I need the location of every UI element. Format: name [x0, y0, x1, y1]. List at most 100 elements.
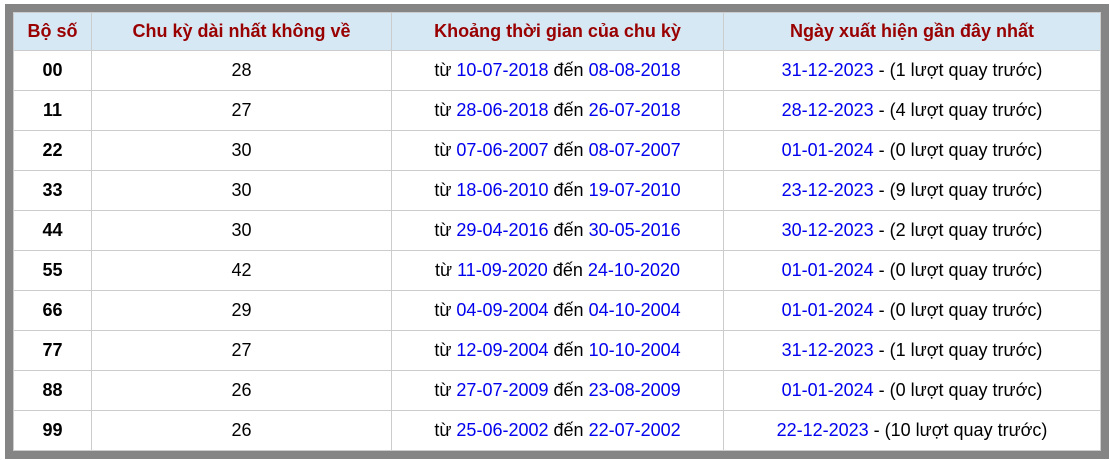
cycle-cell: 28	[91, 50, 392, 91]
pairs-cycle-table: Bộ số Chu kỳ dài nhất không về Khoảng th…	[13, 12, 1101, 451]
pair-value: 44	[42, 220, 63, 240]
to-date-link[interactable]: 10-10-2004	[588, 340, 681, 360]
to-label: đến	[552, 260, 583, 280]
pair-value: 22	[42, 140, 63, 160]
to-date-link[interactable]: 22-07-2002	[588, 420, 681, 440]
ago-text: - (9 lượt quay trước)	[878, 180, 1043, 200]
table-row: 55 42 từ 11-09-2020 đến 24-10-2020 01-01…	[13, 250, 1101, 291]
table-row: 44 30 từ 29-04-2016 đến 30-05-2016 30-12…	[13, 210, 1101, 251]
table-row: 33 30 từ 18-06-2010 đến 19-07-2010 23-12…	[13, 170, 1101, 211]
ago-text: - (1 lượt quay trước)	[878, 60, 1043, 80]
pair-cell: 00	[13, 50, 92, 91]
pair-cell: 66	[13, 290, 92, 331]
table-row: 22 30 từ 07-06-2007 đến 08-07-2007 01-01…	[13, 130, 1101, 171]
period-cell: từ 18-06-2010 đến 19-07-2010	[391, 170, 724, 211]
header-row: Bộ số Chu kỳ dài nhất không về Khoảng th…	[13, 12, 1101, 51]
cycle-value: 29	[231, 300, 252, 320]
last-seen-cell: 31-12-2023 - (1 lượt quay trước)	[723, 330, 1101, 371]
cycle-value: 27	[231, 100, 252, 120]
period-cell: từ 11-09-2020 đến 24-10-2020	[391, 250, 724, 291]
from-date-link[interactable]: 07-06-2007	[456, 140, 549, 160]
cycle-value: 30	[231, 220, 252, 240]
pair-cell: 22	[13, 130, 92, 171]
last-seen-date-link[interactable]: 01-01-2024	[781, 260, 874, 280]
from-date-link[interactable]: 25-06-2002	[456, 420, 549, 440]
last-seen-cell: 23-12-2023 - (9 lượt quay trước)	[723, 170, 1101, 211]
pair-value: 88	[42, 380, 63, 400]
from-label: từ	[434, 420, 452, 440]
to-date-link[interactable]: 08-07-2007	[588, 140, 681, 160]
table-frame: Bộ số Chu kỳ dài nhất không về Khoảng th…	[5, 4, 1109, 459]
pair-cell: 44	[13, 210, 92, 251]
ago-text: - (10 lượt quay trước)	[873, 420, 1048, 440]
cycle-value: 30	[231, 180, 252, 200]
to-label: đến	[553, 380, 584, 400]
cycle-cell: 27	[91, 90, 392, 131]
from-date-link[interactable]: 29-04-2016	[456, 220, 549, 240]
header-pair: Bộ số	[13, 12, 92, 51]
pair-value: 55	[42, 260, 63, 280]
to-date-link[interactable]: 08-08-2018	[588, 60, 681, 80]
from-label: từ	[434, 180, 452, 200]
cycle-cell: 30	[91, 210, 392, 251]
pair-cell: 55	[13, 250, 92, 291]
last-seen-cell: 30-12-2023 - (2 lượt quay trước)	[723, 210, 1101, 251]
to-date-link[interactable]: 23-08-2009	[588, 380, 681, 400]
cycle-cell: 30	[91, 170, 392, 211]
last-seen-date-link[interactable]: 30-12-2023	[781, 220, 874, 240]
table-row: 77 27 từ 12-09-2004 đến 10-10-2004 31-12…	[13, 330, 1101, 371]
period-cell: từ 10-07-2018 đến 08-08-2018	[391, 50, 724, 91]
from-date-link[interactable]: 11-09-2020	[457, 260, 548, 280]
last-seen-date-link[interactable]: 01-01-2024	[781, 140, 874, 160]
last-seen-date-link[interactable]: 22-12-2023	[776, 420, 869, 440]
from-label: từ	[434, 100, 452, 120]
table-row: 66 29 từ 04-09-2004 đến 04-10-2004 01-01…	[13, 290, 1101, 331]
from-label: từ	[434, 220, 452, 240]
to-label: đến	[553, 220, 584, 240]
last-seen-date-link[interactable]: 31-12-2023	[781, 340, 874, 360]
from-label: từ	[434, 60, 452, 80]
cycle-cell: 26	[91, 370, 392, 411]
to-date-link[interactable]: 24-10-2020	[587, 260, 680, 280]
to-label: đến	[553, 140, 584, 160]
from-label: từ	[434, 380, 452, 400]
to-date-link[interactable]: 30-05-2016	[588, 220, 681, 240]
last-seen-date-link[interactable]: 01-01-2024	[781, 380, 874, 400]
ago-text: - (1 lượt quay trước)	[878, 340, 1043, 360]
from-date-link[interactable]: 28-06-2018	[456, 100, 549, 120]
last-seen-date-link[interactable]: 28-12-2023	[781, 100, 874, 120]
pair-cell: 11	[13, 90, 92, 131]
last-seen-date-link[interactable]: 01-01-2024	[781, 300, 874, 320]
last-seen-date-link[interactable]: 23-12-2023	[781, 180, 874, 200]
table-row: 88 26 từ 27-07-2009 đến 23-08-2009 01-01…	[13, 370, 1101, 411]
cycle-value: 26	[231, 420, 252, 440]
pair-value: 77	[42, 340, 63, 360]
pair-cell: 33	[13, 170, 92, 211]
cycle-cell: 30	[91, 130, 392, 171]
from-date-link[interactable]: 12-09-2004	[456, 340, 549, 360]
from-label: từ	[434, 300, 452, 320]
period-cell: từ 29-04-2016 đến 30-05-2016	[391, 210, 724, 251]
cycle-cell: 42	[91, 250, 392, 291]
last-seen-cell: 28-12-2023 - (4 lượt quay trước)	[723, 90, 1101, 131]
period-cell: từ 28-06-2018 đến 26-07-2018	[391, 90, 724, 131]
pair-value: 11	[42, 100, 63, 120]
from-date-link[interactable]: 04-09-2004	[456, 300, 549, 320]
from-label: từ	[435, 260, 453, 280]
last-seen-date-link[interactable]: 31-12-2023	[781, 60, 874, 80]
from-date-link[interactable]: 18-06-2010	[456, 180, 549, 200]
last-seen-cell: 01-01-2024 - (0 lượt quay trước)	[723, 130, 1101, 171]
period-cell: từ 25-06-2002 đến 22-07-2002	[391, 410, 724, 451]
period-cell: từ 27-07-2009 đến 23-08-2009	[391, 370, 724, 411]
from-date-link[interactable]: 10-07-2018	[456, 60, 549, 80]
last-seen-cell: 01-01-2024 - (0 lượt quay trước)	[723, 290, 1101, 331]
from-label: từ	[434, 140, 452, 160]
pair-cell: 88	[13, 370, 92, 411]
to-date-link[interactable]: 26-07-2018	[588, 100, 681, 120]
ago-text: - (0 lượt quay trước)	[878, 140, 1043, 160]
last-seen-cell: 22-12-2023 - (10 lượt quay trước)	[723, 410, 1101, 451]
to-date-link[interactable]: 19-07-2010	[588, 180, 681, 200]
to-date-link[interactable]: 04-10-2004	[588, 300, 681, 320]
ago-text: - (4 lượt quay trước)	[878, 100, 1043, 120]
from-date-link[interactable]: 27-07-2009	[456, 380, 549, 400]
